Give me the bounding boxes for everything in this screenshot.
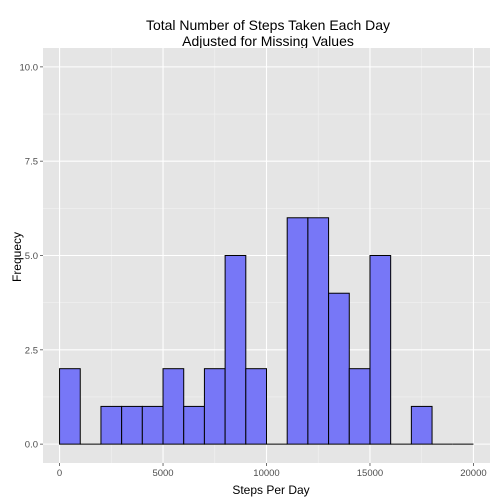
y-axis-title: Frequecy (10, 232, 24, 282)
x-tick-label: 15000 (357, 468, 383, 479)
histogram-bar (142, 406, 163, 444)
chart-title-line-1: Total Number of Steps Taken Each Day (146, 17, 390, 33)
histogram-bar (122, 406, 143, 444)
x-axis-ticks: 0 5000 10000 15000 20000 (57, 463, 487, 479)
histogram-bar (246, 369, 267, 444)
histogram-bar (411, 406, 432, 444)
histogram-bar (308, 218, 329, 444)
histogram-bar (184, 406, 205, 444)
y-tick-label: 10.0 (20, 62, 39, 73)
histogram-bar (204, 369, 225, 444)
histogram-bar (225, 256, 246, 445)
histogram-bar (370, 256, 391, 445)
histogram-bar (101, 406, 122, 444)
chart-title-line-2: Adjusted for Missing Values (182, 33, 354, 49)
x-axis-title: Steps Per Day (232, 483, 309, 497)
histogram-bar (329, 293, 350, 444)
y-tick-label: 2.5 (25, 345, 38, 356)
y-tick-label: 7.5 (25, 157, 38, 168)
x-tick-label: 0 (57, 468, 62, 479)
histogram-bar (163, 369, 184, 444)
x-tick-label: 10000 (253, 468, 279, 479)
y-tick-label: 5.0 (25, 251, 38, 262)
x-tick-label: 20000 (460, 468, 486, 479)
y-tick-label: 0.0 (25, 440, 38, 451)
histogram-bar (349, 369, 370, 444)
histogram-bar (287, 218, 308, 444)
x-tick-label: 5000 (152, 468, 173, 479)
histogram-bar (60, 369, 81, 444)
